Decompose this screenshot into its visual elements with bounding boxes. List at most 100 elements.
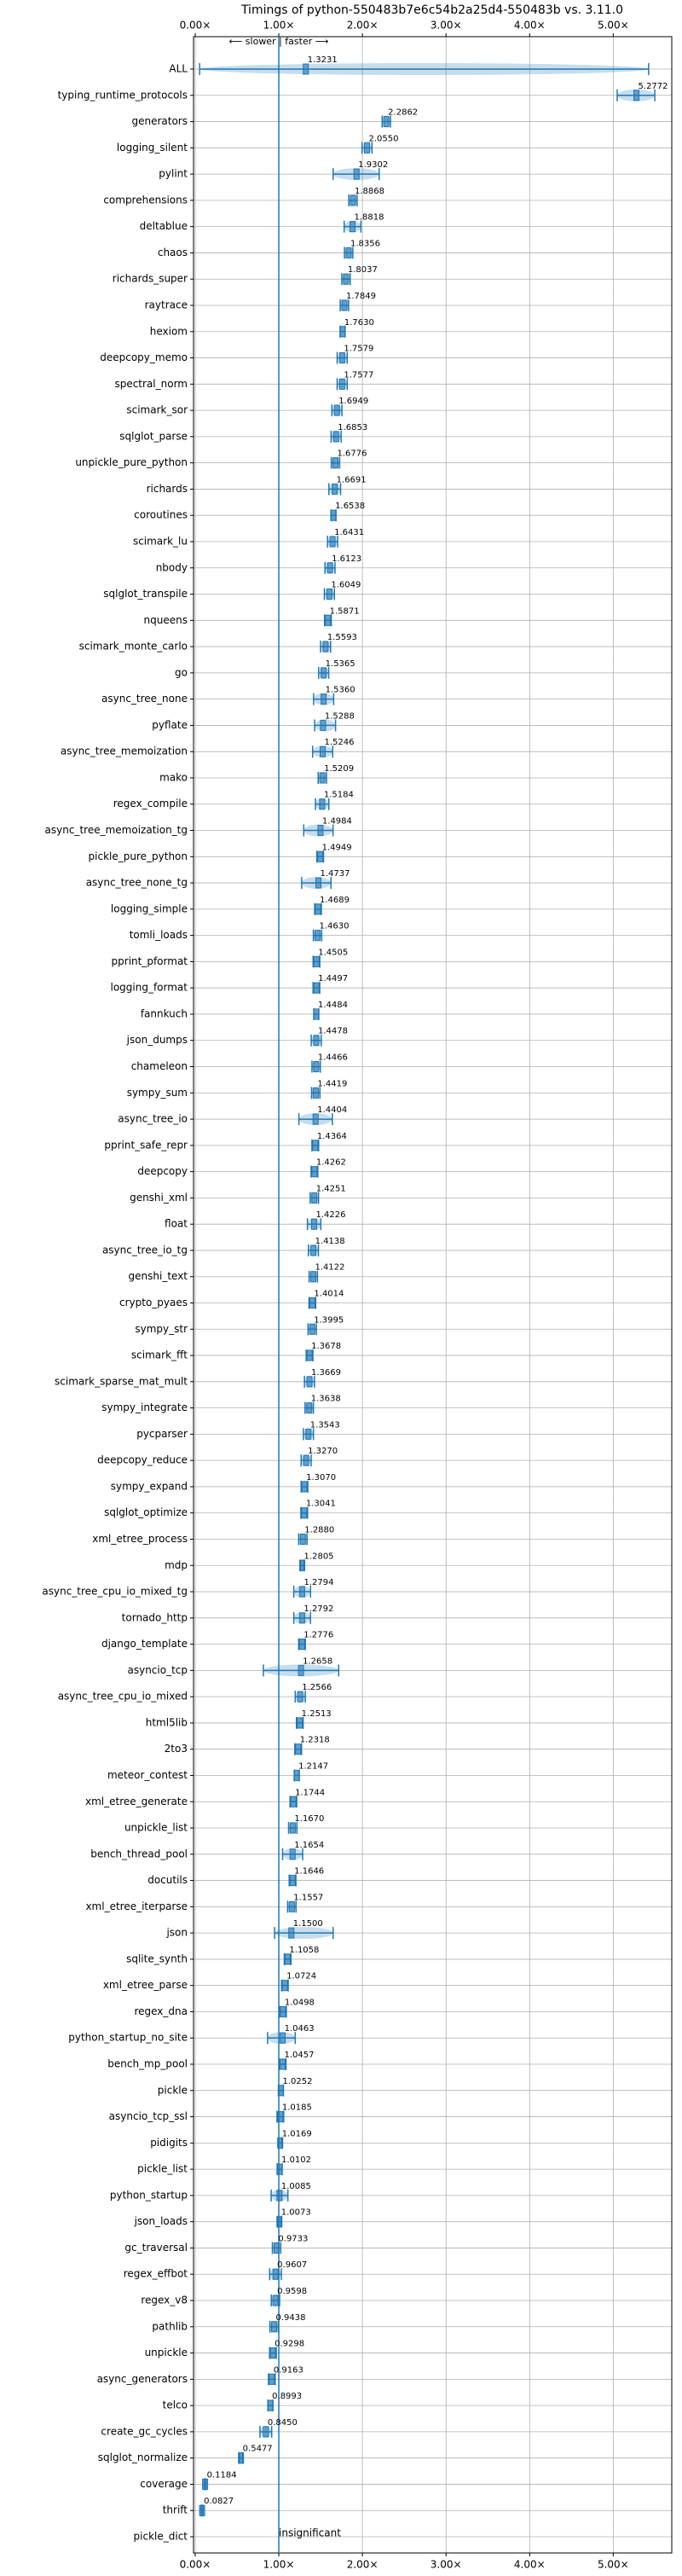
category-label: 2to3 xyxy=(165,1743,188,1755)
value-label: 1.3231 xyxy=(308,55,338,65)
median-box xyxy=(277,2111,284,2123)
category-label: chaos xyxy=(158,247,188,258)
category-label: asyncio_tcp_ssl xyxy=(109,2110,188,2122)
value-label: 1.2805 xyxy=(304,1552,334,1561)
median-box xyxy=(272,2268,279,2280)
annotation: insignificant xyxy=(279,2527,341,2539)
median-box xyxy=(289,1848,296,1860)
value-label: 1.4014 xyxy=(314,1290,344,1299)
category-label: deepcopy_reduce xyxy=(97,1454,188,1466)
value-label: 1.0252 xyxy=(283,2077,313,2086)
median-box xyxy=(313,955,320,967)
median-box xyxy=(313,1061,320,1073)
category-label: json_dumps xyxy=(126,1034,188,1046)
median-box xyxy=(301,1481,308,1493)
value-label: 1.6123 xyxy=(332,554,361,564)
category-label: chameleon xyxy=(131,1060,188,1072)
category-label: async_tree_cpu_io_mixed_tg xyxy=(42,1586,188,1598)
value-label: 1.5246 xyxy=(324,738,354,747)
value-label: 1.3543 xyxy=(310,1420,340,1430)
median-box xyxy=(315,903,321,915)
category-label: regex_dna xyxy=(134,2005,188,2017)
category-label: pyflate xyxy=(152,719,188,731)
value-label: 1.0463 xyxy=(285,2024,315,2034)
category-label: sqlglot_parse xyxy=(119,430,188,442)
median-box xyxy=(314,930,321,942)
category-label: python_startup xyxy=(110,2189,188,2201)
category-label: pylint xyxy=(159,168,188,180)
value-label: 0.9163 xyxy=(274,2365,303,2375)
category-label: sympy_sum xyxy=(127,1087,188,1099)
median-box xyxy=(353,168,360,180)
category-label: regex_effbot xyxy=(124,2268,188,2280)
category-label: deepcopy_memo xyxy=(100,351,188,363)
category-label: sympy_expand xyxy=(111,1480,188,1492)
value-label: 0.8450 xyxy=(268,2418,298,2428)
category-label: deltablue xyxy=(140,220,188,232)
median-box xyxy=(284,1953,291,1965)
value-label: 0.1184 xyxy=(207,2470,237,2480)
value-label: 1.2792 xyxy=(303,1604,333,1614)
category-label: async_tree_cpu_io_mixed xyxy=(58,1691,188,1703)
value-label: 0.0827 xyxy=(204,2497,234,2506)
category-label: tornado_http xyxy=(122,1611,188,1623)
value-label: 5.2772 xyxy=(639,82,668,91)
median-box xyxy=(277,2137,284,2149)
value-label: 1.4404 xyxy=(317,1105,347,1115)
value-label: 1.5360 xyxy=(326,686,355,695)
median-box xyxy=(293,1769,300,1781)
category-label: logging_simple xyxy=(111,902,188,914)
value-label: 1.3669 xyxy=(311,1368,341,1378)
category-label: fannkuch xyxy=(141,1007,188,1019)
median-box xyxy=(272,2295,279,2306)
median-box xyxy=(280,2032,286,2044)
median-box xyxy=(289,1875,296,1887)
median-box xyxy=(289,1822,296,1834)
value-label: 1.9302 xyxy=(358,160,388,170)
x-tick-label-top: 0.00× xyxy=(180,20,211,32)
value-label: 1.0169 xyxy=(282,2129,312,2138)
value-label: 1.4262 xyxy=(316,1158,346,1168)
value-label: 1.6431 xyxy=(334,528,364,537)
value-label: 1.5209 xyxy=(324,764,354,774)
value-label: 1.5593 xyxy=(327,633,357,642)
median-box xyxy=(298,1612,305,1624)
x-tick-label-top: 1.00× xyxy=(263,20,295,32)
category-label: logging_silent xyxy=(117,142,188,154)
category-label: scimark_sparse_mat_mult xyxy=(55,1375,188,1387)
median-box xyxy=(350,221,356,233)
category-label: nqueens xyxy=(144,614,188,626)
median-box xyxy=(306,1402,313,1414)
value-label: 1.6853 xyxy=(338,423,367,432)
category-label: sqlglot_optimize xyxy=(104,1506,188,1518)
value-label: 1.3995 xyxy=(314,1315,344,1325)
x-tick-label: 0.00× xyxy=(180,2559,211,2571)
category-label: deepcopy xyxy=(137,1165,188,1177)
median-box xyxy=(202,2478,209,2490)
direction-label: ⟵ slower | faster ⟶ xyxy=(229,36,329,47)
category-label: django_template xyxy=(101,1638,188,1650)
median-box xyxy=(319,798,326,810)
category-label: sqlglot_normalize xyxy=(98,2451,188,2463)
category-label: sympy_integrate xyxy=(101,1401,188,1413)
category-label: spectral_norm xyxy=(114,378,188,390)
category-label: scimark_sor xyxy=(126,404,188,416)
median-box xyxy=(312,1087,319,1099)
category-label: meteor_contest xyxy=(107,1769,188,1781)
category-label: genshi_xml xyxy=(130,1192,188,1204)
category-label: typing_runtime_protocols xyxy=(58,89,188,101)
median-box xyxy=(383,116,390,128)
median-box xyxy=(297,1691,303,1703)
median-box xyxy=(350,194,356,206)
value-label: 0.9607 xyxy=(277,2260,307,2270)
value-label: 1.3070 xyxy=(306,1473,336,1482)
median-box xyxy=(311,1192,318,1204)
value-label: 2.0550 xyxy=(369,134,399,143)
median-box xyxy=(238,2452,245,2464)
median-box xyxy=(306,1349,313,1361)
median-box xyxy=(321,667,327,679)
category-label: crypto_pyaes xyxy=(119,1297,188,1308)
median-box xyxy=(269,2347,276,2359)
value-label: 1.2880 xyxy=(304,1525,334,1535)
